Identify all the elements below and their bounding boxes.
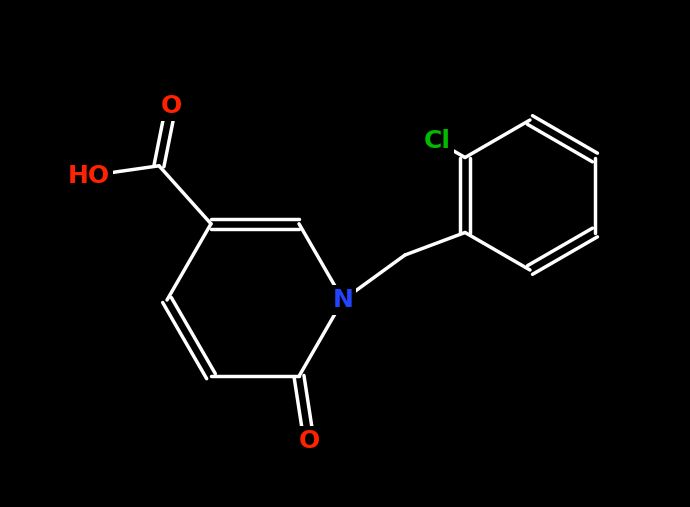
Text: O: O — [298, 429, 319, 453]
Text: O: O — [160, 94, 181, 118]
Text: Cl: Cl — [424, 129, 451, 154]
Text: N: N — [333, 288, 353, 312]
Text: HO: HO — [68, 164, 110, 188]
